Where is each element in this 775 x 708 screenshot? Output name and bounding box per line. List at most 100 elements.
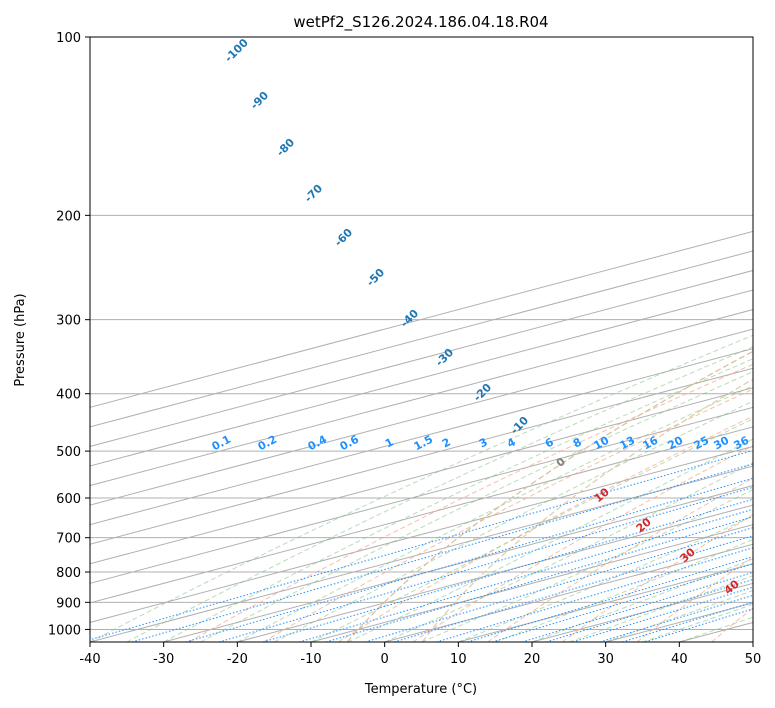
- dry-adiabat: [412, 445, 753, 642]
- moist-adiabat-label: -60: [332, 226, 355, 249]
- isotherm-line: [90, 269, 753, 447]
- chart-title: wetPf2_S126.2024.186.04.18.R04: [293, 13, 548, 32]
- isotherm-line: [237, 504, 753, 642]
- moist-adiabat: [237, 385, 753, 642]
- x-tick-label: -20: [227, 652, 248, 667]
- x-tick-label: 20: [524, 652, 541, 667]
- mixing-ratio-label: 36: [732, 434, 752, 453]
- x-tick-label: 0: [381, 652, 389, 667]
- moist-adiabat: [273, 400, 753, 642]
- isotherm-line: [90, 289, 753, 467]
- x-tick-label: 30: [597, 652, 614, 667]
- moist-adiabat-label: -50: [364, 266, 387, 289]
- moist-adiabat-label: -30: [433, 346, 456, 369]
- moist-adiabat: [421, 488, 753, 642]
- moist-adiabat: [642, 603, 753, 642]
- mixing-ratio-label: 8: [571, 435, 584, 450]
- isotherm-line: [752, 641, 753, 642]
- mixing-ratio-label: 16: [641, 434, 661, 453]
- mixing-ratio-label: 10: [592, 434, 612, 453]
- mixing-ratio-line: [299, 508, 753, 642]
- y-tick-label: 500: [56, 445, 81, 460]
- mixing-ratio-line: [546, 578, 753, 642]
- x-tick-label: -30: [153, 652, 174, 667]
- isotherm-line: [310, 524, 753, 642]
- moist-adiabat-label: -80: [274, 136, 297, 159]
- mixing-ratio-line: [521, 571, 753, 642]
- y-tick-label: 200: [56, 209, 81, 224]
- mixing-ratio-line: [467, 556, 753, 642]
- moist-adiabat: [310, 418, 753, 642]
- mixing-ratio-line: [436, 547, 753, 642]
- y-tick-label: 1000: [48, 623, 81, 638]
- mixing-ratio-line: [325, 516, 753, 642]
- dry-adiabat: [263, 388, 753, 642]
- moist-adiabat: [384, 462, 753, 642]
- mixing-ratio-line: [572, 586, 753, 642]
- mixing-ratio-line: [492, 563, 753, 642]
- moist-adiabat: [531, 558, 753, 642]
- mixing-ratio-line: [131, 463, 753, 642]
- isotherm-line: [90, 309, 753, 487]
- x-tick-label: -40: [79, 652, 100, 667]
- moist-adiabat: [495, 538, 753, 642]
- y-tick-label: 900: [56, 596, 81, 611]
- isotherm-line: [90, 387, 753, 565]
- dry-adiabat: [337, 415, 753, 642]
- dry-adiabat: [636, 556, 753, 642]
- isotherm-line: [90, 465, 753, 642]
- y-tick-label: 100: [56, 31, 81, 46]
- dry-adiabat: [562, 514, 753, 642]
- moist-adiabat-label: -10: [508, 414, 531, 437]
- y-tick-label: 300: [56, 314, 81, 329]
- mixing-ratio-label: 4: [505, 435, 518, 450]
- reference-curve: [421, 378, 753, 642]
- isotherm-line: [90, 367, 753, 545]
- x-tick-label: 40: [671, 652, 688, 667]
- mixing-ratio-label: 30: [712, 434, 732, 453]
- x-tick-label: 10: [450, 652, 467, 667]
- isotherm-line: [163, 485, 753, 642]
- isotherm-line: [90, 348, 753, 526]
- mixing-ratio-label: 20: [666, 434, 686, 453]
- mixing-ratio-label: 0.1: [210, 433, 233, 454]
- mixing-ratio-label: 0.6: [338, 433, 362, 454]
- isotherm-line: [90, 250, 753, 428]
- mixing-ratio-label: 25: [692, 434, 712, 453]
- mixing-ratio-label: 3: [477, 435, 490, 450]
- isotherm-line: [90, 230, 753, 408]
- x-axis-label: Temperature (°C): [364, 682, 477, 697]
- mixing-ratio-label: 1: [383, 435, 396, 450]
- moist-adiabat-label: -90: [248, 89, 271, 112]
- plot-frame: [89, 36, 754, 643]
- moist-adiabat: [347, 438, 753, 642]
- moist-adiabat: [126, 346, 753, 642]
- moist-adiabat: [90, 334, 753, 642]
- mixing-ratio-line: [185, 477, 753, 642]
- moist-adiabat-label: -20: [471, 381, 494, 404]
- moist-adiabat-label: -70: [302, 182, 325, 205]
- x-tick-label: -10: [300, 652, 321, 667]
- mixing-ratio-label: 6: [543, 435, 556, 450]
- mixing-ratio-label: 13: [618, 434, 638, 453]
- y-axis-label: Pressure (hPa): [13, 293, 28, 386]
- x-tick-label: 50: [745, 652, 762, 667]
- isotherm-line: [90, 426, 753, 604]
- isotherm-line: [90, 445, 753, 623]
- dry-adiabat: [487, 477, 753, 642]
- mixing-ratio-line: [90, 450, 751, 641]
- y-tick-label: 600: [56, 492, 81, 507]
- dry-adiabat-label: 40: [722, 577, 742, 597]
- mixing-ratio-line: [645, 608, 753, 642]
- y-tick-label: 700: [56, 532, 81, 547]
- moist-adiabat: [200, 371, 753, 642]
- moist-adiabat-label: -40: [398, 307, 421, 330]
- mixing-ratio-line: [218, 486, 753, 642]
- reference-curve: [346, 350, 753, 642]
- moist-adiabat: [568, 575, 753, 642]
- moist-adiabat: [163, 358, 753, 642]
- isotherm-line: [90, 406, 753, 584]
- isotherm-line: [90, 328, 753, 506]
- moist-adiabat-label: -100: [222, 36, 251, 65]
